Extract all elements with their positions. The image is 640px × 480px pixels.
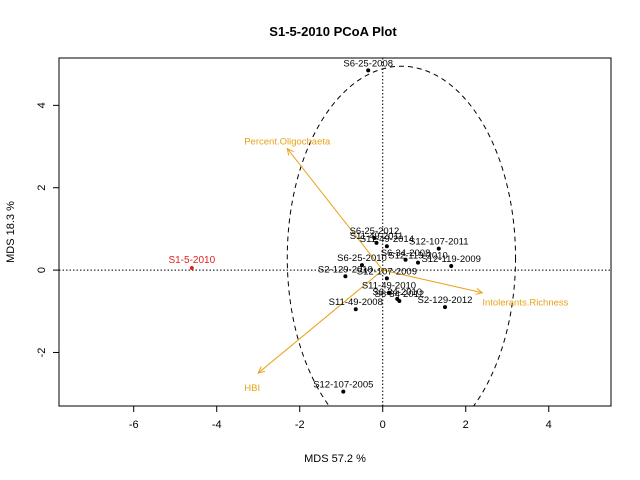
sample-point-label: S12-107-2009 bbox=[357, 266, 417, 277]
vector-arrow bbox=[286, 148, 384, 271]
plot-area: Percent.Oligochaeta Intolerants.Richness H… bbox=[59, 58, 611, 406]
sample-point-label: S6-25-2010 bbox=[337, 253, 387, 264]
vectors: Percent.Oligochaeta Intolerants.Richness H… bbox=[244, 137, 568, 394]
sample-point bbox=[353, 307, 358, 312]
x-tick-label: -6 bbox=[129, 419, 139, 431]
x-axis-label: MDS 57.2 % bbox=[304, 453, 366, 465]
sample-point bbox=[343, 274, 348, 279]
ellipse-outline bbox=[286, 65, 517, 406]
confidence-ellipse bbox=[286, 65, 517, 406]
sample-point-label: S12-119-2010 bbox=[388, 251, 448, 262]
sample-point-label: S12-119-2009 bbox=[421, 254, 481, 265]
sample-point bbox=[397, 298, 402, 303]
y-tick-label: -2 bbox=[36, 348, 48, 358]
sample-point-label: S6-34-2012 bbox=[375, 289, 425, 300]
x-tick-label: 0 bbox=[380, 419, 386, 431]
vector-label: HBI bbox=[244, 383, 260, 394]
vector-arrow bbox=[257, 269, 384, 374]
vector-arrowhead bbox=[257, 366, 266, 374]
sample-point bbox=[384, 244, 389, 249]
sample-point bbox=[384, 276, 389, 281]
focus-point-label: S1-5-2010 bbox=[168, 255, 215, 266]
x-axis: -6 -4 -2 0 2 4 bbox=[129, 406, 552, 431]
chart-title: S1-5-2010 PCoA Plot bbox=[269, 24, 397, 39]
sample-point-label: S12-107-2011 bbox=[409, 237, 469, 248]
sample-point-label: S11-49-2008 bbox=[329, 297, 383, 308]
focus-sample: S1-5-2010 bbox=[168, 255, 216, 271]
sample-point-label: S11-49-2011 bbox=[350, 231, 404, 242]
sample-point bbox=[374, 240, 379, 245]
sample-point-label: S11-49-2010 bbox=[362, 281, 416, 292]
sample-point bbox=[372, 235, 377, 240]
sample-point-label: S2-129-2010 bbox=[318, 264, 373, 275]
sample-point bbox=[403, 257, 408, 262]
sample-point-label: S6-25-2012 bbox=[350, 226, 400, 237]
plot-frame bbox=[58, 57, 612, 407]
sample-point bbox=[341, 389, 346, 394]
vector-arrowhead bbox=[286, 147, 294, 156]
x-tick-label: -4 bbox=[212, 419, 222, 431]
y-tick-label: 0 bbox=[36, 267, 48, 273]
sample-point-label: S6-34-2008 bbox=[381, 248, 431, 259]
y-tick-label: 4 bbox=[36, 102, 48, 108]
y-axis-label: MDS 18.3 % bbox=[5, 201, 17, 263]
sample-point bbox=[366, 68, 371, 73]
sample-point bbox=[442, 305, 447, 310]
vector-arrow bbox=[382, 269, 483, 294]
sample-point-label: S2-129-2012 bbox=[418, 295, 473, 306]
vector-label: Intolerants.Richness bbox=[482, 298, 568, 309]
sample-point bbox=[359, 263, 364, 268]
sample-point-label: S11-49-2014 bbox=[360, 234, 414, 245]
x-tick-label: 4 bbox=[546, 419, 552, 431]
sample-point bbox=[386, 290, 391, 295]
y-tick-label: 2 bbox=[36, 185, 48, 191]
sample-point-label: S12-107-2005 bbox=[313, 380, 373, 391]
vector-arrowhead bbox=[475, 287, 484, 295]
sample-point bbox=[416, 260, 421, 265]
reference-lines bbox=[59, 58, 611, 406]
x-tick-label: -2 bbox=[295, 419, 305, 431]
sample-point bbox=[449, 263, 454, 268]
sample-point-label: S6-34-2010 bbox=[372, 287, 422, 298]
x-tick-label: 2 bbox=[463, 419, 469, 431]
sample-point bbox=[436, 246, 441, 251]
focus-point bbox=[189, 266, 194, 271]
sample-points: S6-25-2008S6-25-2012S11-49-2011S11-49-20… bbox=[313, 58, 481, 394]
sample-point-label: S6-25-2008 bbox=[343, 58, 393, 69]
vector-label: Percent.Oligochaeta bbox=[244, 137, 331, 148]
y-axis: -2 0 2 4 bbox=[36, 102, 59, 357]
